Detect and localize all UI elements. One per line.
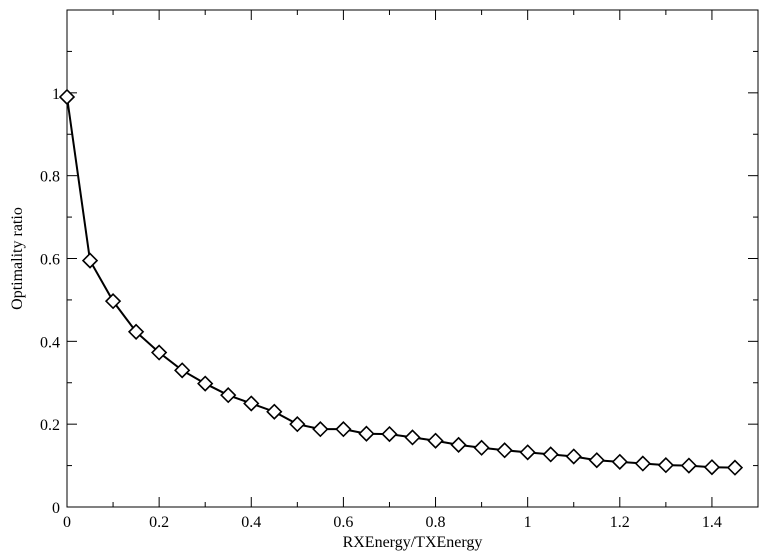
data-point-marker <box>244 396 258 410</box>
y-axis-title: Optimality ratio <box>9 207 26 310</box>
data-point-marker <box>705 460 719 474</box>
data-point-marker <box>590 453 604 467</box>
x-tick-label: 1.4 <box>702 514 722 531</box>
data-point-marker <box>221 388 235 402</box>
x-axis-title: RXEnergy/TXEnergy <box>343 534 483 551</box>
data-point-marker <box>544 447 558 461</box>
x-tick-label: 0.2 <box>149 514 169 531</box>
data-point-marker <box>382 427 396 441</box>
y-tick-label: 0.4 <box>40 334 60 351</box>
data-point-marker <box>290 417 304 431</box>
data-point-marker <box>359 427 373 441</box>
y-axis: 0 0.2 0.4 0.6 0.8 1 <box>40 10 758 517</box>
data-point-marker <box>406 430 420 444</box>
data-point-marker <box>498 443 512 457</box>
x-tick-label: 1 <box>524 514 532 531</box>
x-tick-label: 1.2 <box>610 514 630 531</box>
x-tick-label: 0.4 <box>241 514 261 531</box>
data-point-marker <box>659 458 673 472</box>
data-point-marker <box>198 377 212 391</box>
data-point-marker <box>567 449 581 463</box>
x-axis: 0 0.2 0.4 0.6 0.8 1 1.2 1.4 <box>63 10 758 531</box>
data-point-marker <box>83 254 97 268</box>
data-point-marker <box>475 441 489 455</box>
data-point-marker <box>267 405 281 419</box>
data-point-marker <box>682 459 696 473</box>
series-line <box>67 97 735 468</box>
x-tick-label: 0.6 <box>333 514 353 531</box>
series-layer <box>60 90 742 475</box>
y-tick-label: 0.8 <box>40 169 60 186</box>
data-point-marker <box>521 445 535 459</box>
y-tick-label: 0.6 <box>40 252 60 269</box>
data-point-marker <box>636 457 650 471</box>
x-tick-label: 0.8 <box>426 514 446 531</box>
x-tick-label: 0 <box>63 514 71 531</box>
data-point-marker <box>728 461 742 475</box>
data-point-marker <box>313 422 327 436</box>
data-point-marker <box>60 90 74 104</box>
data-point-marker <box>429 434 443 448</box>
data-point-marker <box>452 438 466 452</box>
y-tick-label: 0.2 <box>40 417 60 434</box>
data-point-marker <box>336 422 350 436</box>
y-tick-label: 0 <box>52 500 60 517</box>
data-point-marker <box>613 455 627 469</box>
y-tick-label: 1 <box>52 86 60 103</box>
